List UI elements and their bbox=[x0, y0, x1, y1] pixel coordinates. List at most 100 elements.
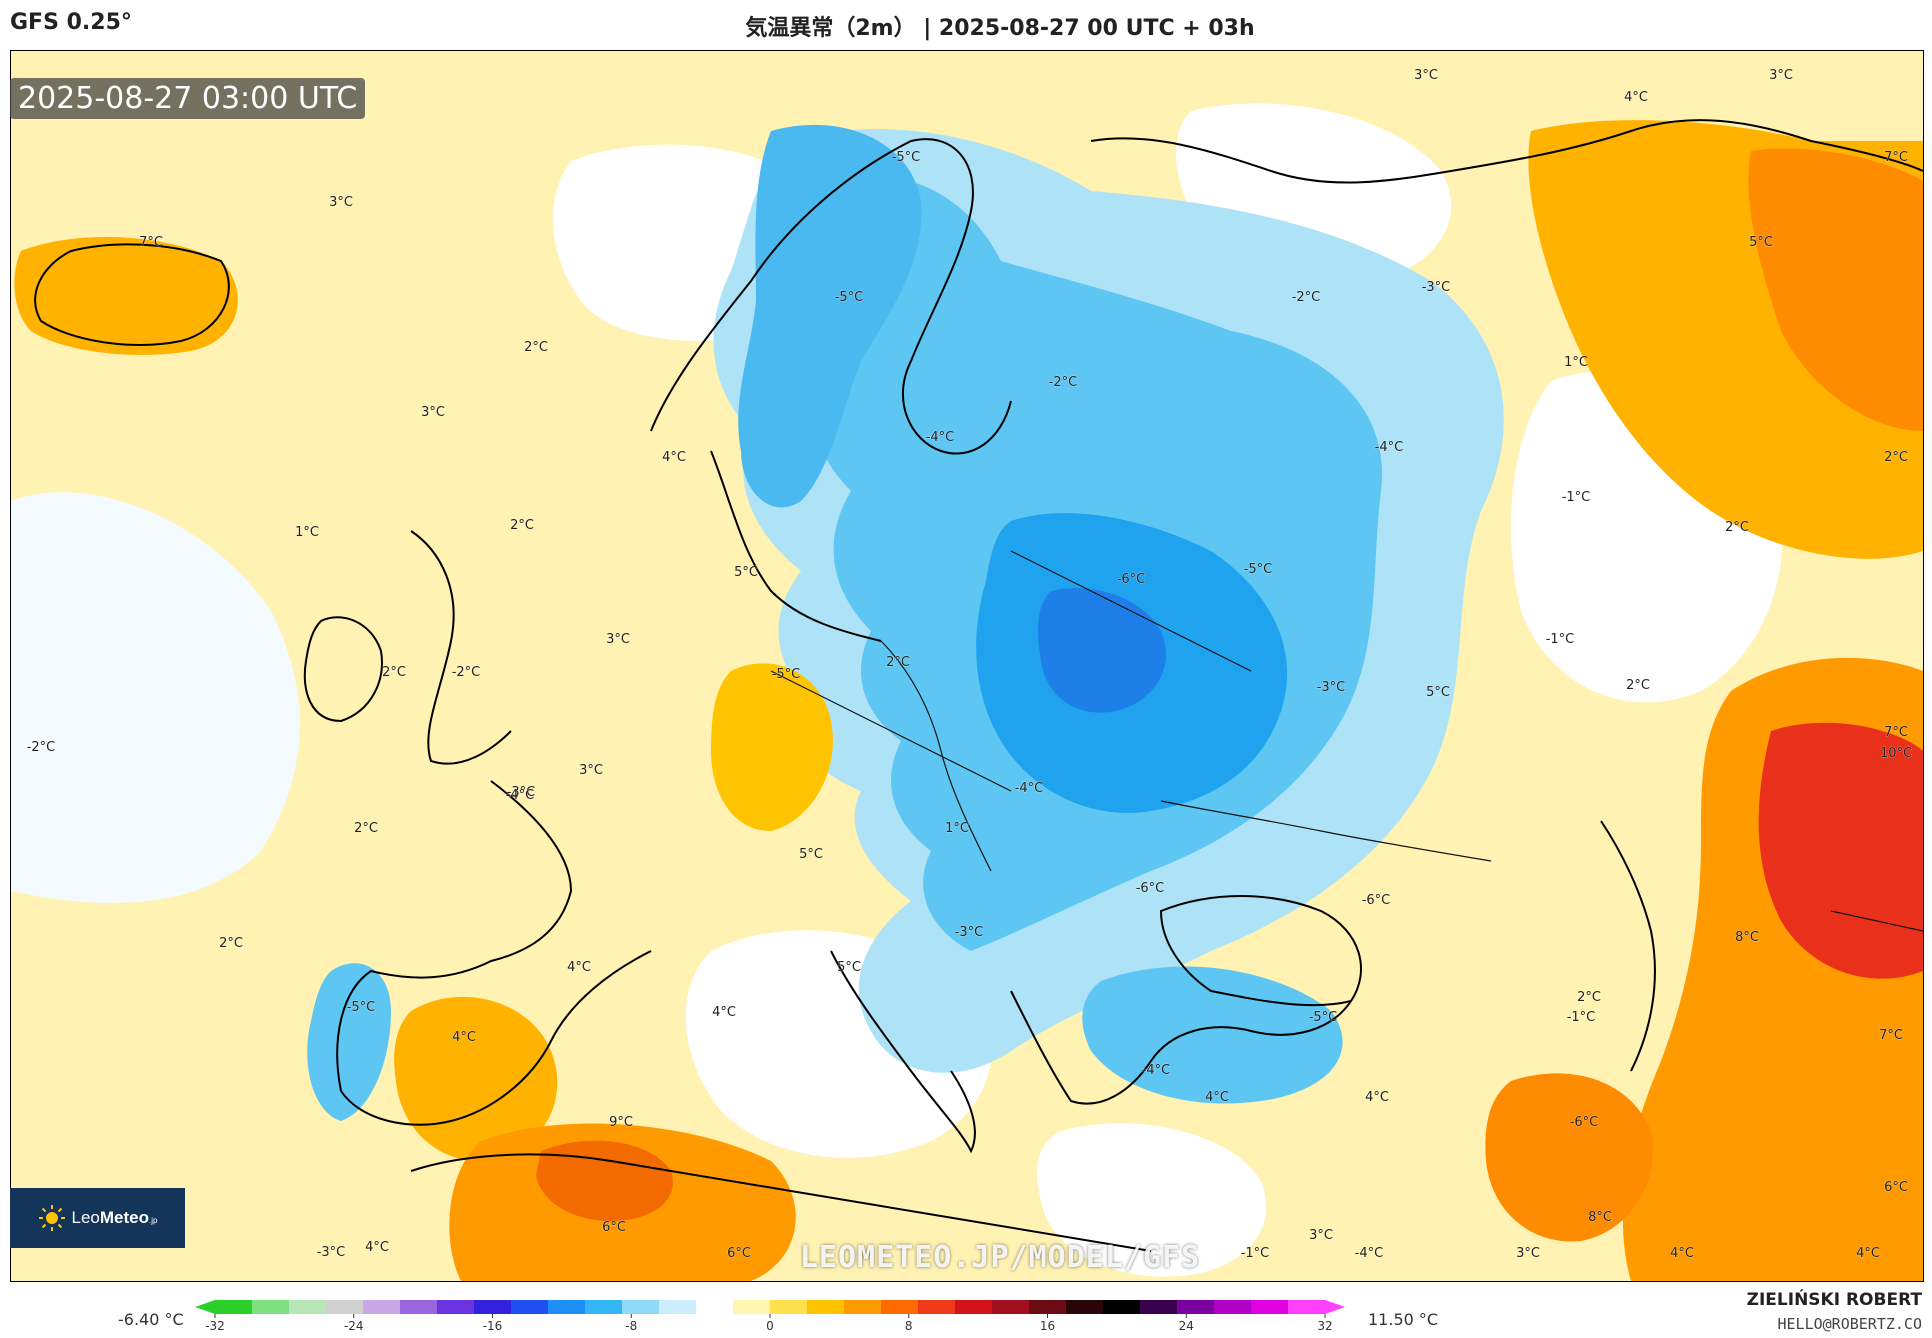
colorbar-segment bbox=[696, 1300, 734, 1314]
colorbar-tick-label: 0 bbox=[766, 1319, 774, 1333]
border-poland-ukraine bbox=[880, 640, 992, 872]
map-title: 気温異常（2m） | 2025-08-27 00 UTC + 03h bbox=[745, 16, 1255, 41]
temperature-label: -4°C bbox=[506, 788, 535, 803]
temperature-label: 7°C bbox=[1879, 1028, 1903, 1043]
border-ukraine-russia bbox=[1160, 800, 1492, 862]
colorbar-segment bbox=[733, 1300, 771, 1314]
temperature-label: -5°C bbox=[772, 667, 801, 682]
colorbar-segment bbox=[511, 1300, 549, 1314]
warm-anomaly-core-east bbox=[1758, 722, 1923, 979]
temperature-label: 6°C bbox=[602, 1220, 626, 1235]
temperature-label: -3°C bbox=[955, 925, 984, 940]
temperature-labels: 3°C 4°C 3°C 7°C 7°C 3°C -5°C 5°C -5°C -2°C -3°C 2°C… bbox=[26, 68, 1912, 1262]
temperature-label: -4°C bbox=[926, 430, 955, 445]
temperature-label: -3°C bbox=[1317, 680, 1346, 695]
cold-anomaly-anatolia bbox=[1082, 966, 1343, 1104]
temperature-label: 3°C bbox=[1769, 68, 1793, 83]
colorbar-segment bbox=[844, 1300, 882, 1314]
colorbar-tick-label: 24 bbox=[1179, 1319, 1194, 1333]
temperature-label: 5°C bbox=[734, 565, 758, 580]
temperature-label: -6°C bbox=[1117, 572, 1146, 587]
temperature-label: 2°C bbox=[219, 936, 243, 951]
coast-france-iberia bbox=[336, 780, 652, 1126]
temperature-label: 4°C bbox=[567, 960, 591, 975]
colorbar: -32 -24 -16 -8 0 8 16 24 32 bbox=[195, 1300, 1345, 1333]
colorbar-segment bbox=[659, 1300, 697, 1314]
warm-anomaly-germany bbox=[711, 663, 833, 831]
temperature-label: 6°C bbox=[1884, 1180, 1908, 1195]
colorbar-segment bbox=[548, 1300, 586, 1314]
temperature-label: 4°C bbox=[365, 1240, 389, 1255]
neutral-zone-atlantic bbox=[11, 492, 300, 903]
temperature-label: -2°C bbox=[27, 740, 56, 755]
colorbar-segment bbox=[1288, 1300, 1326, 1314]
coast-baltic bbox=[710, 450, 882, 642]
colorbar-segment bbox=[1029, 1300, 1067, 1314]
colorbar-segment bbox=[585, 1300, 623, 1314]
temperature-label: 2°C bbox=[524, 340, 548, 355]
temperature-label: 6°C bbox=[727, 1246, 751, 1261]
temperature-label: 3°C bbox=[606, 632, 630, 647]
colorbar-segments bbox=[195, 1300, 1345, 1314]
colorbar-segment bbox=[1140, 1300, 1178, 1314]
colorbar-arrow-low bbox=[195, 1300, 215, 1314]
temperature-label: -2°C bbox=[452, 665, 481, 680]
coast-balkans-anatolia bbox=[1010, 990, 1352, 1105]
colorbar-tick-label: 8 bbox=[905, 1319, 913, 1333]
temperature-label: 1°C bbox=[945, 821, 969, 836]
colorbar-tick-label: 32 bbox=[1317, 1319, 1332, 1333]
border-belarus-russia bbox=[1010, 550, 1252, 672]
temperature-label: -5°C bbox=[1244, 562, 1273, 577]
temperature-label: 3°C bbox=[1516, 1246, 1540, 1261]
temperature-label: 7°C bbox=[1884, 150, 1908, 165]
logo-suffix: .jp bbox=[149, 1216, 158, 1225]
warm-anomaly-siberia bbox=[1748, 148, 1923, 431]
temperature-label: 8°C bbox=[1588, 1210, 1612, 1225]
model-title: GFS 0.25° bbox=[10, 10, 132, 35]
temperature-label: 9°C bbox=[609, 1115, 633, 1130]
temperature-label: 2°C bbox=[354, 821, 378, 836]
temperature-label: -6°C bbox=[1570, 1115, 1599, 1130]
temperature-label: -6°C bbox=[1136, 881, 1165, 896]
borders bbox=[770, 550, 1923, 932]
temperature-label: 4°C bbox=[1670, 1246, 1694, 1261]
colorbar-tick-label: 16 bbox=[1040, 1319, 1055, 1333]
colorbar-segment bbox=[1251, 1300, 1289, 1314]
credit-email[interactable]: HELLO@ROBERTZ.CO bbox=[1777, 1315, 1923, 1333]
temperature-label: 1°C bbox=[295, 525, 319, 540]
colorbar-segment bbox=[770, 1300, 808, 1314]
temperature-label: 7°C bbox=[1884, 725, 1908, 740]
colorbar-arrow-high bbox=[1325, 1300, 1345, 1314]
border-east bbox=[1830, 910, 1923, 932]
colorbar-segment bbox=[400, 1300, 438, 1314]
colorbar-segment bbox=[1066, 1300, 1104, 1314]
temperature-label: 2°C bbox=[1577, 990, 1601, 1005]
temperature-label: -4°C bbox=[1355, 1246, 1384, 1261]
colorbar-segment bbox=[992, 1300, 1030, 1314]
colorbar-segment bbox=[1177, 1300, 1215, 1314]
temperature-label: 5°C bbox=[1426, 685, 1450, 700]
temperature-label: 4°C bbox=[452, 1030, 476, 1045]
temperature-label: 3°C bbox=[421, 405, 445, 420]
sun-icon bbox=[38, 1205, 65, 1231]
temperature-label: -3°C bbox=[507, 785, 536, 800]
temperature-label: 3°C bbox=[329, 195, 353, 210]
colorbar-segment bbox=[881, 1300, 919, 1314]
leometeo-logo[interactable]: LeoMeteo.jp bbox=[10, 1188, 185, 1248]
colorbar-tick-label: -16 bbox=[483, 1319, 503, 1333]
border-central-europe bbox=[770, 670, 1012, 792]
temperature-label: -3°C bbox=[317, 1245, 346, 1260]
warm-anomaly-iceland bbox=[14, 237, 238, 355]
temperature-label: 4°C bbox=[1365, 1090, 1389, 1105]
temperature-label: -4°C bbox=[1142, 1063, 1171, 1078]
colorbar-segment bbox=[918, 1300, 956, 1314]
temperature-label: 3°C bbox=[1309, 1228, 1333, 1243]
temperature-label: 1°C bbox=[1564, 355, 1588, 370]
neutral-zone-egypt bbox=[1037, 1123, 1267, 1277]
temperature-label: 4°C bbox=[712, 1005, 736, 1020]
temperature-label: -5°C bbox=[347, 1000, 376, 1015]
warm-anomaly-algeria bbox=[536, 1140, 673, 1221]
temperature-label: 5°C bbox=[799, 847, 823, 862]
colorbar-segment bbox=[955, 1300, 993, 1314]
